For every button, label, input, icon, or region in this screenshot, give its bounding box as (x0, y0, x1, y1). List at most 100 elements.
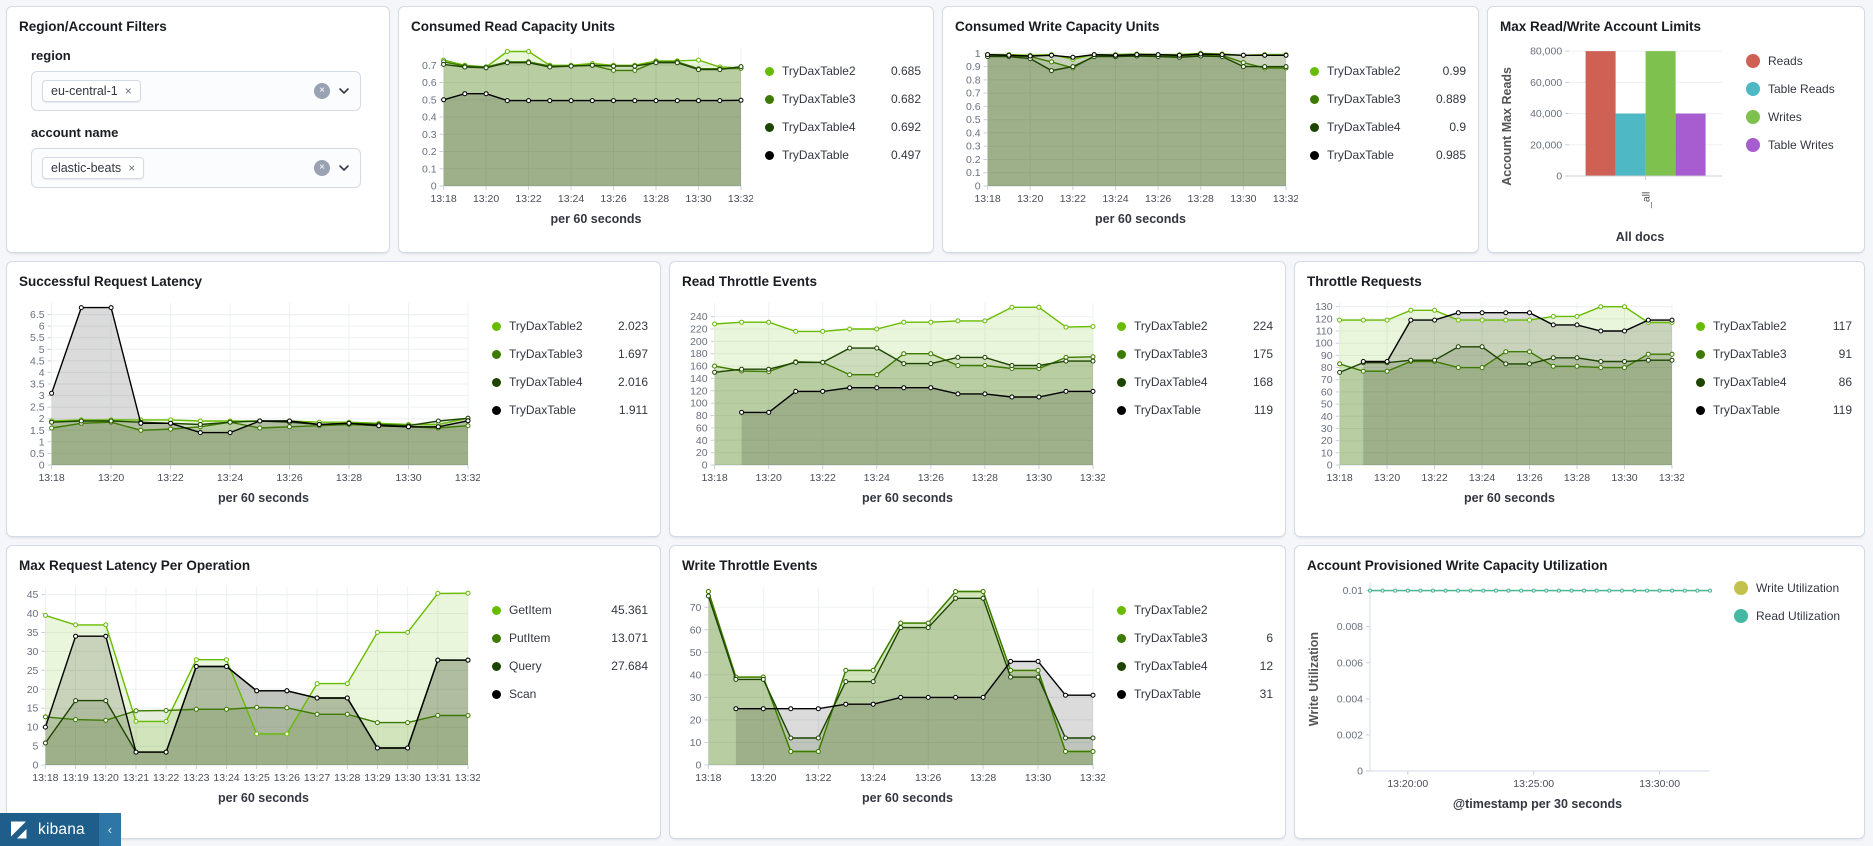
legend-item[interactable]: TryDaxTable3 0.682 (765, 92, 921, 106)
legend-item[interactable]: TryDaxTable4 2.016 (492, 375, 648, 389)
legend-item[interactable]: TryDaxTable 1.911 (492, 403, 648, 417)
read-capacity-chart[interactable]: 0 0.1 0.2 0.3 0.4 0.5 0.6 0.7 13:18 13:20 13:22 13:… (411, 38, 753, 210)
svg-text:50: 50 (1321, 399, 1333, 411)
legend-item[interactable]: Table Writes (1746, 138, 1852, 152)
legend-item[interactable]: GetItem 45.361 (492, 603, 648, 617)
max-latency-chart[interactable]: 0 5 10 15 20 25 30 35 40 45 13:18 13:19 13:20 13:21 13… (19, 577, 480, 789)
legend-item[interactable]: TryDaxTable4 0.692 (765, 120, 921, 134)
legend-item[interactable]: Query 27.684 (492, 659, 648, 673)
legend-item[interactable]: TryDaxTable3 0.889 (1310, 92, 1466, 106)
svg-text:13:20:00: 13:20:00 (1387, 778, 1428, 790)
legend-item[interactable]: Writes (1746, 110, 1852, 124)
request-latency-chart[interactable]: 00.511.522.533.544.555.566.5 13:18 13:20 13… (19, 293, 480, 489)
legend-item[interactable]: TryDaxTable4 0.9 (1310, 120, 1466, 134)
svg-text:220: 220 (690, 323, 708, 335)
collapse-nav-button[interactable]: ‹ (98, 813, 121, 846)
legend-item[interactable]: TryDaxTable3 91 (1696, 347, 1852, 361)
svg-text:13:22: 13:22 (1421, 472, 1447, 484)
svg-text:13:28: 13:28 (336, 472, 362, 484)
legend-item[interactable]: TryDaxTable4 12 (1117, 659, 1273, 673)
region-combobox[interactable]: eu-central-1 × × (31, 71, 361, 111)
panel-title: Throttle Requests (1307, 274, 1422, 289)
legend-item[interactable]: TryDaxTable2 224 (1117, 319, 1273, 333)
x-axis-title: @timestamp per 30 seconds (1452, 797, 1623, 811)
write-throttle-chart[interactable]: 0 10 20 30 40 50 60 70 13:18 13:20 13:22 13:24 13:26… (682, 577, 1105, 789)
legend-item[interactable]: Read Utilization (1734, 609, 1852, 623)
svg-text:240: 240 (690, 311, 708, 323)
legend-item[interactable]: TryDaxTable3 6 (1117, 631, 1273, 645)
panel-title: Consumed Write Capacity Units (955, 19, 1160, 34)
svg-text:0.1: 0.1 (966, 167, 981, 179)
svg-text:40: 40 (696, 435, 708, 447)
svg-text:13:31: 13:31 (425, 772, 451, 784)
svg-text:0: 0 (39, 460, 45, 472)
svg-text:0: 0 (431, 181, 437, 193)
x-axis-title: per 60 seconds (1094, 212, 1186, 226)
legend-item[interactable]: TryDaxTable2 0.685 (765, 64, 921, 78)
svg-text:13:18: 13:18 (974, 193, 1000, 205)
x-axis-title: per 60 seconds (550, 212, 642, 226)
legend-item[interactable]: TryDaxTable3 175 (1117, 347, 1273, 361)
svg-text:13:30: 13:30 (394, 772, 420, 784)
legend-item[interactable]: TryDaxTable 0.497 (765, 148, 921, 162)
svg-text:13:32: 13:32 (1659, 472, 1684, 484)
svg-text:140: 140 (690, 373, 708, 385)
legend-value: 0.889 (1435, 92, 1466, 106)
svg-text:60: 60 (1321, 386, 1333, 398)
svg-text:80: 80 (696, 410, 708, 422)
svg-text:6.5: 6.5 (30, 309, 45, 321)
chart-legend: Write Utilization Read Utilization (1722, 577, 1852, 637)
legend-item[interactable]: TryDaxTable 31 (1117, 687, 1273, 701)
legend-item[interactable]: TryDaxTable 0.985 (1310, 148, 1466, 162)
legend-label: TryDaxTable4 (1134, 659, 1208, 673)
legend-item[interactable]: Table Reads (1746, 82, 1852, 96)
kibana-home-link[interactable]: kibana (0, 813, 99, 846)
legend-item[interactable]: TryDaxTable4 168 (1117, 375, 1273, 389)
region-selected-pill[interactable]: eu-central-1 × (42, 80, 141, 102)
x-axis-title: per 60 seconds (861, 791, 953, 805)
clear-account-icon[interactable]: × (314, 160, 330, 176)
svg-text:13:26: 13:26 (1145, 193, 1171, 205)
panel-title: Region/Account Filters (19, 19, 167, 34)
legend-item[interactable]: Reads (1746, 54, 1852, 68)
svg-text:0.7: 0.7 (422, 60, 437, 72)
chart-legend: TryDaxTable2 117 TryDaxTable3 91 TryDaxTable… (1684, 293, 1852, 431)
panel-account-provisioned-write-capacity-utilization: Account Provisioned Write Capacity Utili… (1294, 545, 1865, 839)
svg-text:13:20: 13:20 (750, 772, 776, 784)
svg-text:13:21: 13:21 (123, 772, 149, 784)
y-axis-title: Account Max Reads (1500, 66, 1514, 186)
legend-item[interactable]: Write Utilization (1734, 581, 1852, 595)
svg-text:0.7: 0.7 (966, 88, 981, 100)
write-utilization-chart[interactable]: 0 0.002 0.004 0.006 0.008 0.01 13:20:00 13:25:0… (1325, 577, 1722, 795)
legend-item[interactable]: TryDaxTable2 (1117, 603, 1273, 617)
legend-item[interactable]: TryDaxTable 119 (1696, 403, 1852, 417)
legend-item[interactable]: PutItem 13.071 (492, 631, 648, 645)
svg-text:13:28: 13:28 (972, 472, 998, 484)
legend-item[interactable]: Scan (492, 687, 648, 701)
write-capacity-chart[interactable]: 0 0.10.20.3 0.40.50.60.7 0.80.91 13:18 13:20 1… (955, 38, 1298, 210)
legend-item[interactable]: TryDaxTable2 117 (1696, 319, 1852, 333)
clear-region-icon[interactable]: × (314, 83, 330, 99)
legend-item[interactable]: TryDaxTable 119 (1117, 403, 1273, 417)
remove-account-icon[interactable]: × (128, 161, 136, 175)
svg-text:13:22: 13:22 (157, 472, 183, 484)
chevron-down-icon[interactable] (338, 162, 350, 174)
dashboard-row-1: Region/Account Filters region eu-central… (6, 6, 1867, 253)
panel-title: Max Request Latency Per Operation (19, 558, 251, 573)
chevron-down-icon[interactable] (338, 85, 350, 97)
legend-item[interactable]: TryDaxTable2 0.99 (1310, 64, 1466, 78)
legend-item[interactable]: TryDaxTable4 86 (1696, 375, 1852, 389)
legend-value: 86 (1838, 375, 1852, 389)
account-limits-chart[interactable]: 0 20,000 40,000 60,000 80,000 _all (1518, 38, 1734, 228)
legend-item[interactable]: TryDaxTable3 1.697 (492, 347, 648, 361)
legend-label: TryDaxTable3 (509, 347, 583, 361)
remove-region-icon[interactable]: × (124, 84, 132, 98)
account-selected-pill[interactable]: elastic-beats × (42, 157, 145, 179)
panel-title: Read Throttle Events (682, 274, 818, 289)
legend-item[interactable]: TryDaxTable2 2.023 (492, 319, 648, 333)
svg-text:30: 30 (1321, 423, 1333, 435)
account-combobox[interactable]: elastic-beats × × (31, 148, 361, 188)
kibana-nav-bar: kibana ‹ (0, 813, 121, 846)
